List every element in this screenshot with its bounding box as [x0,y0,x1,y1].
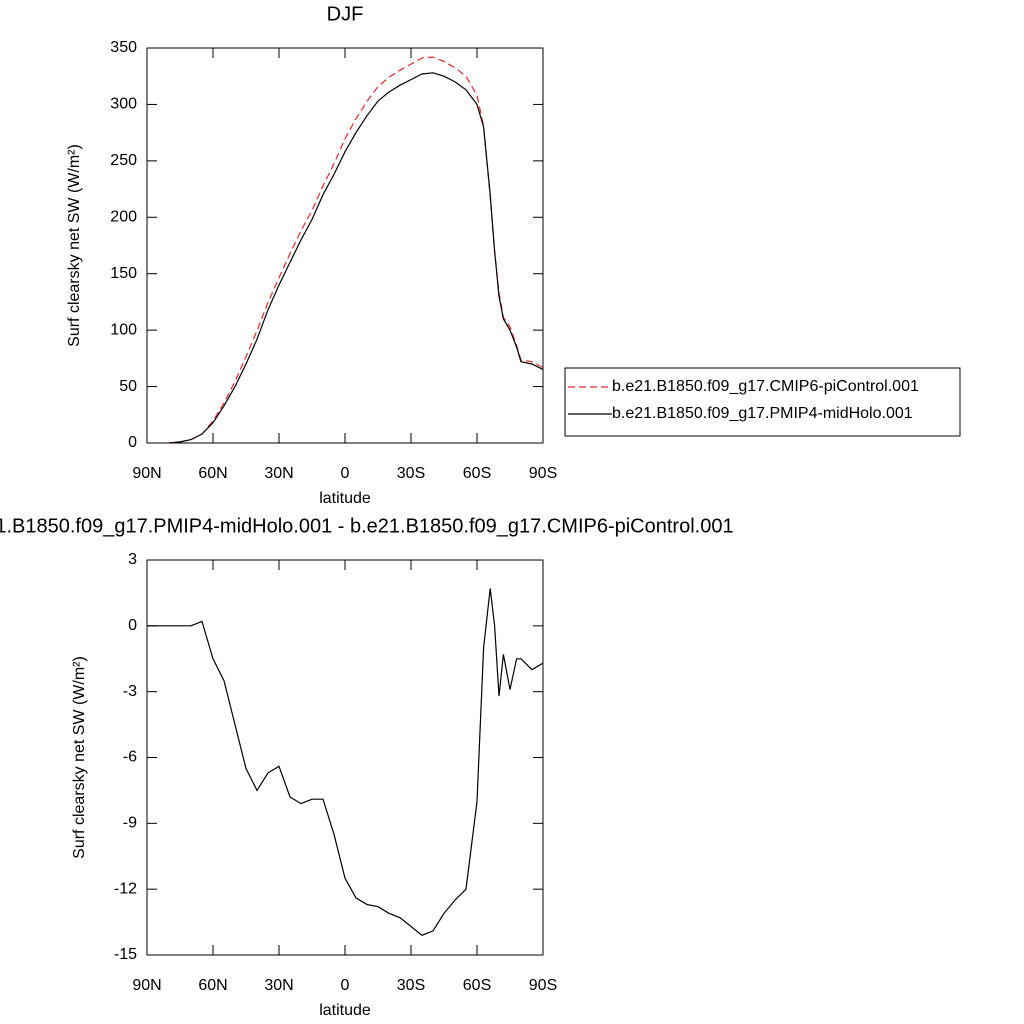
y-axis-label: Surf clearsky net SW (W/m²) [66,144,83,347]
x-tick-label: 60S [463,977,491,994]
x-tick-label: 60N [198,977,227,994]
x-axis-label: latitude [319,1002,371,1019]
plot-frame [146,559,544,956]
y-tick-label: -3 [123,683,137,700]
chart-title: DJF [327,3,364,25]
x-tick-label: 30S [397,977,425,994]
x-tick-label: 90N [132,977,161,994]
x-tick-label: 60N [198,465,227,482]
x-tick-label: 90S [529,977,557,994]
y-tick-label: 150 [110,265,137,282]
x-tick-label: 90N [132,465,161,482]
y-tick-label: 3 [128,551,137,568]
y-tick-label: 50 [119,378,137,395]
x-tick-label: 90S [529,465,557,482]
x-tick-label: 30S [397,465,425,482]
chart-title: b.e21.B1850.f09_g17.PMIP4-midHolo.001 - … [0,515,734,537]
plot-frame [146,47,544,444]
x-tick-label: 30N [264,465,293,482]
y-tick-label: 300 [110,96,137,113]
y-tick-label: -12 [114,880,137,897]
data-line [147,588,544,936]
x-tick-label: 0 [341,465,350,482]
x-tick-label: 0 [341,977,350,994]
y-tick-label: -15 [114,946,137,963]
y-axis-label: Surf clearsky net SW (W/m²) [71,656,88,859]
y-tick-label: 0 [128,434,137,451]
y-tick-label: 0 [128,617,137,634]
y-tick-label: -9 [123,815,137,832]
legend-box [564,367,961,437]
data-line [168,56,544,444]
x-tick-label: 30N [264,977,293,994]
y-tick-label: 200 [110,209,137,226]
x-axis-label: latitude [319,490,371,507]
y-tick-label: 350 [110,39,137,56]
x-tick-label: 60S [463,465,491,482]
legend-label: b.e21.B1850.f09_g17.PMIP4-midHolo.001 [612,405,913,422]
y-tick-label: -6 [123,749,137,766]
y-tick-label: 100 [110,321,137,338]
data-line [168,72,544,444]
legend-label: b.e21.B1850.f09_g17.CMIP6-piControl.001 [612,378,919,395]
y-tick-label: 250 [110,152,137,169]
